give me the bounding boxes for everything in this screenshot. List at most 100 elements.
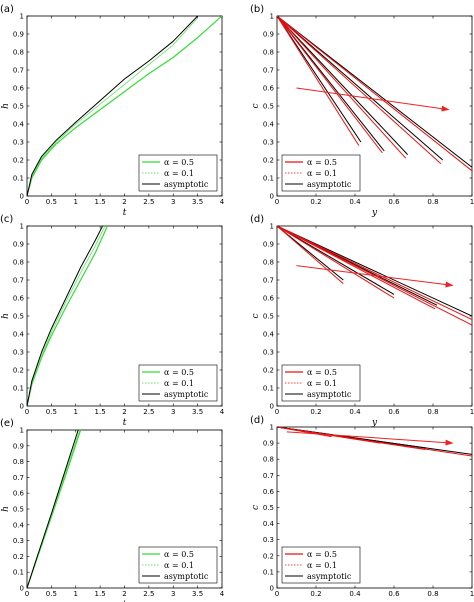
legend-entry-label: asymptotic xyxy=(164,572,209,581)
y-axis-label: c xyxy=(251,505,261,510)
y-tick-label: 0.1 xyxy=(263,385,274,393)
x-tick-label: 1.5 xyxy=(95,590,106,598)
series-line-3 xyxy=(27,226,104,406)
y-tick-label: 0.6 xyxy=(263,488,275,496)
x-tick-label: 0.4 xyxy=(349,198,361,206)
series-line-3 xyxy=(27,430,79,588)
series-line-4 xyxy=(277,226,395,299)
trend-arrow xyxy=(296,265,454,288)
y-axis-label: h xyxy=(1,506,11,512)
y-tick-label: 0.2 xyxy=(13,157,24,165)
x-tick-label: 0 xyxy=(275,408,279,416)
legend: α = 0.5 α = 0.1 asymptotic xyxy=(138,546,218,584)
x-tick-label: 0.4 xyxy=(349,590,361,598)
x-tick-label: 0.6 xyxy=(388,198,400,206)
x-tick-label: 0 xyxy=(25,198,29,206)
series-line-2 xyxy=(27,226,106,406)
series-line-3 xyxy=(27,16,198,196)
x-tick-label: 2 xyxy=(122,590,126,598)
y-tick-label: 0.7 xyxy=(13,67,24,75)
legend-entry-label: α = 0.1 xyxy=(164,561,194,570)
series-line-2 xyxy=(277,226,344,284)
series-line-8 xyxy=(277,226,472,321)
y-tick-label: 0.5 xyxy=(263,103,274,111)
y-tick-label: 0.5 xyxy=(13,506,24,514)
x-tick-label: 2 xyxy=(122,198,126,206)
y-tick-label: 0 xyxy=(20,403,24,411)
legend-entry-label: asymptotic xyxy=(164,390,209,399)
y-tick-label: 0.1 xyxy=(13,569,24,577)
y-tick-label: 0.3 xyxy=(13,537,24,545)
y-tick-label: 0.7 xyxy=(13,277,24,285)
x-tick-label: 0.5 xyxy=(46,198,57,206)
x-tick-label: 0 xyxy=(275,198,279,206)
series-line-3 xyxy=(277,226,395,295)
x-tick-label: 3 xyxy=(171,590,175,598)
trend-arrow xyxy=(296,87,450,112)
y-tick-label: 0.5 xyxy=(263,504,274,512)
legend-entry-label: α = 0.5 xyxy=(307,368,337,377)
series-group xyxy=(277,427,472,457)
panel-5: 0 0.5 1 1.5 2 2.5 3 3.5 4 0 0.1 0.2 0.3 0.4 0.5 0.6 0.7 0… xyxy=(0,418,225,602)
x-tick-label: 4 xyxy=(220,408,225,416)
x-axis-label: y xyxy=(371,418,378,428)
series-group xyxy=(27,16,222,196)
x-tick-label: 1 xyxy=(74,198,78,206)
y-tick-label: 0.9 xyxy=(263,31,274,39)
y-tick-label: 0.7 xyxy=(263,472,274,480)
x-tick-label: 3.5 xyxy=(192,408,203,416)
y-axis-label: h xyxy=(1,313,11,319)
x-tick-label: 3.5 xyxy=(192,590,203,598)
y-tick-label: 0.7 xyxy=(263,67,274,75)
y-tick-label: 0.6 xyxy=(263,85,275,93)
y-tick-label: 0.2 xyxy=(263,552,274,560)
x-tick-label: 0 xyxy=(25,590,29,598)
legend: α = 0.5 α = 0.1 asymptotic xyxy=(281,546,361,584)
x-tick-label: 1.5 xyxy=(95,408,106,416)
legend-entry-label: asymptotic xyxy=(307,572,352,581)
y-tick-label: 1 xyxy=(270,223,274,231)
series-line-4 xyxy=(277,16,383,154)
x-tick-label: 2.5 xyxy=(143,590,154,598)
y-tick-label: 0.6 xyxy=(13,490,25,498)
y-tick-label: 0.3 xyxy=(263,536,274,544)
y-tick-label: 0.1 xyxy=(263,568,274,576)
y-tick-label: 0.9 xyxy=(263,440,274,448)
y-tick-label: 0.8 xyxy=(13,259,24,267)
y-tick-label: 0.7 xyxy=(263,277,274,285)
y-tick-label: 1 xyxy=(20,427,24,435)
legend: α = 0.5 α = 0.1 asymptotic xyxy=(281,364,361,402)
y-tick-label: 0.3 xyxy=(13,349,24,357)
y-tick-label: 1 xyxy=(20,13,24,21)
x-axis-label: y xyxy=(371,600,378,602)
y-tick-label: 0.1 xyxy=(13,175,24,183)
y-tick-label: 0.2 xyxy=(13,367,24,375)
panel-2: 0 0.2 0.4 0.6 0.8 1 0 0.1 0.2 0.3 0.4 0.5 0.6 0.7 0.8 0… xyxy=(250,4,474,218)
legend-entry-label: asymptotic xyxy=(307,390,352,399)
x-tick-label: 0.2 xyxy=(310,590,321,598)
legend-entry-label: α = 0.5 xyxy=(164,158,194,167)
x-tick-label: 4 xyxy=(220,590,225,598)
y-tick-label: 0.2 xyxy=(13,553,24,561)
y-tick-label: 0.8 xyxy=(263,49,274,57)
x-tick-label: 0.5 xyxy=(46,590,57,598)
panel-6: 0 0.2 0.4 0.6 0.8 1 0 0.1 0.2 0.3 0.4 0.5 0.6 0.7 0.8 0… xyxy=(250,415,474,602)
x-axis-label: t xyxy=(123,418,127,428)
y-tick-label: 0.4 xyxy=(13,121,25,129)
y-tick-label: 0.8 xyxy=(263,259,274,267)
legend-entry-label: asymptotic xyxy=(307,180,352,189)
series-line-1 xyxy=(277,16,362,143)
x-tick-label: 4 xyxy=(220,198,225,206)
x-axis-label: t xyxy=(123,600,127,602)
panel-label: (d) xyxy=(250,415,264,426)
y-tick-label: 0.2 xyxy=(263,157,274,165)
y-axis-label: c xyxy=(251,103,261,108)
legend-entry-label: α = 0.1 xyxy=(164,379,194,388)
x-tick-label: 0.8 xyxy=(427,198,438,206)
legend-entry-label: α = 0.1 xyxy=(307,561,337,570)
legend: α = 0.5 α = 0.1 asymptotic xyxy=(281,154,361,192)
x-tick-label: 1.5 xyxy=(95,198,106,206)
x-tick-label: 2.5 xyxy=(143,198,154,206)
series-line-6 xyxy=(277,16,407,159)
legend-entry-label: α = 0.5 xyxy=(164,550,194,559)
